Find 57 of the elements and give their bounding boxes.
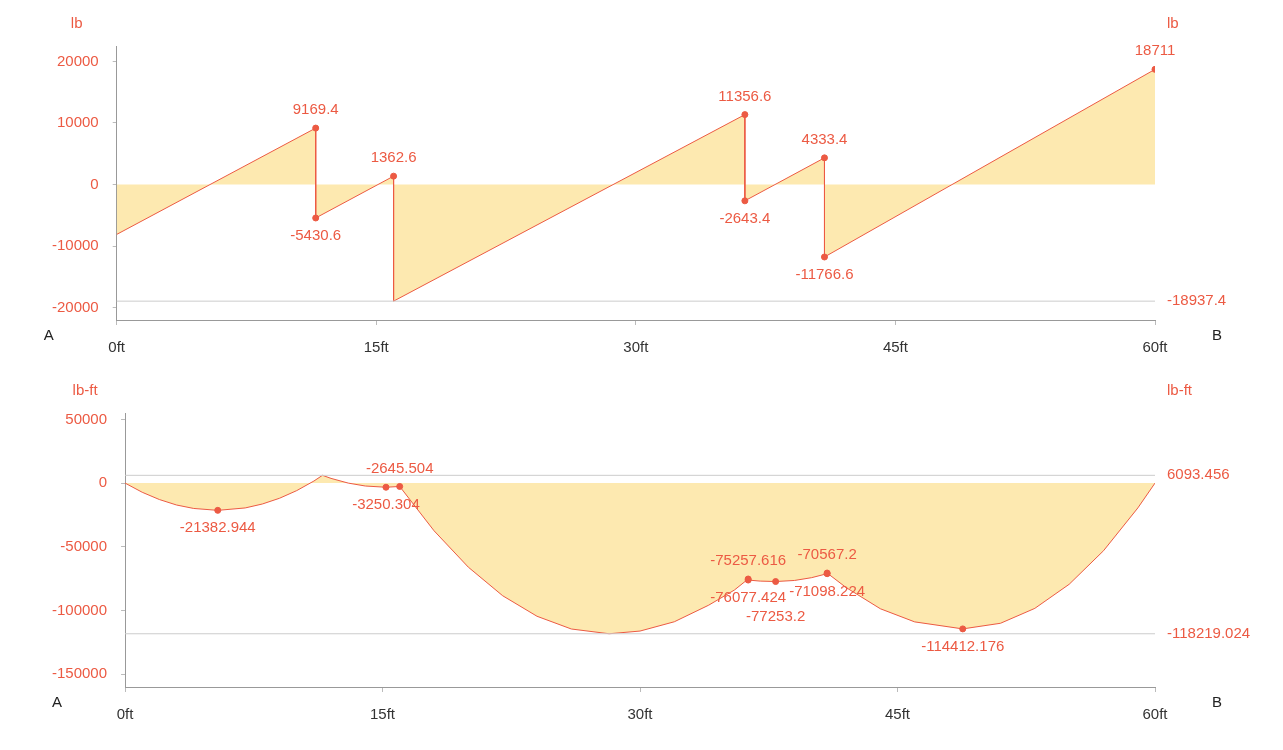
data-label: -2643.4 [719,208,771,226]
point [396,482,404,490]
data-label: -2645.504 [365,458,434,476]
point [382,483,390,491]
y-tick-label: -100000 [51,600,108,618]
point [312,124,320,132]
x-tick-label: 60ft [1142,338,1169,356]
x-tick-label: 15ft [370,705,396,723]
data-label: 4333.4 [801,130,848,147]
x-tick-label: 30ft [627,705,654,723]
data-label: -77253.2 [746,606,806,624]
ref-line-label: 6093.456 [1167,465,1230,483]
point [390,172,398,180]
data-label: -5430.6 [290,226,342,244]
data-label: -11766.6 [795,265,854,283]
point [741,197,749,205]
point [214,506,222,514]
data-label: 9169.4 [292,100,339,118]
text: A [52,693,63,710]
point [820,154,828,162]
y2-axis-title: lb [1167,14,1179,31]
x-tick-label: 0ft [108,338,126,356]
y-tick-label: 50000 [65,409,108,427]
data-label: -21382.944 [179,518,256,536]
x-tick-label: 30ft [623,338,650,356]
text: B [1211,326,1223,343]
y2-axis-title: lb-ft [1167,381,1193,398]
data-label: -114412.176 [921,637,1005,655]
y-tick-label: -20000 [51,297,99,315]
y-tick-label: 20000 [56,51,99,69]
data-label: 11356.6 [718,86,772,104]
y-tick-label: 0 [98,473,108,491]
ref-line-label: -118219.024 [1167,623,1251,641]
point [820,253,828,261]
x-tick-label: 45ft [885,705,911,723]
y-tick-label: 10000 [56,113,99,131]
y-tick-label: -150000 [51,664,108,682]
data-label: -70567.2 [797,545,857,563]
point [312,214,320,222]
text: B [1211,693,1223,710]
x-tick-label: 0ft [116,705,135,723]
point [741,111,749,119]
x-tick-label: 45ft [882,338,909,356]
data-label: 1362.6 [370,148,417,166]
y-tick-label: 0 [90,174,99,192]
y-axis-title: lb [70,14,83,31]
x-tick-label: 15ft [363,338,390,356]
y-tick-label: -50000 [60,536,108,554]
point [959,625,967,633]
text: A [43,326,54,343]
ref-line-label: -18937.4 [1167,291,1227,309]
point [772,578,780,586]
data-label: -75257.616 [710,551,787,569]
y-axis-title: lb-ft [72,381,99,398]
data-label: 18711 [1134,41,1176,59]
y-tick-label: -10000 [51,236,99,254]
x-tick-label: 60ft [1142,705,1169,723]
